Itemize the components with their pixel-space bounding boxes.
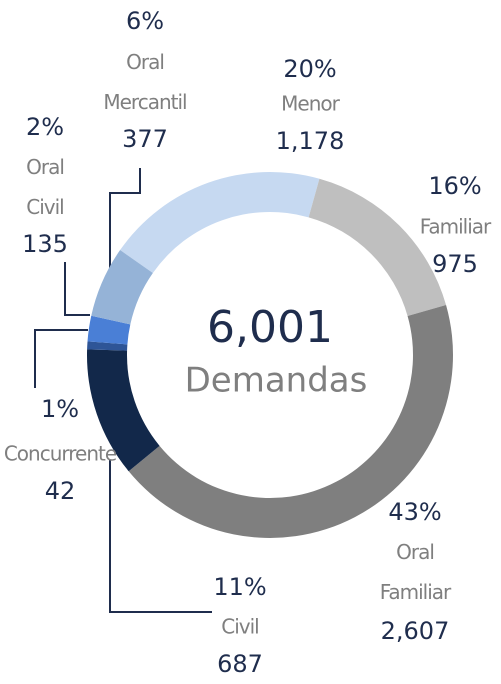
donut-segment — [120, 172, 320, 273]
leader-line — [109, 168, 141, 288]
donut-segment — [128, 305, 454, 538]
value-label: 1,178 — [276, 127, 345, 155]
value-label: 135 — [22, 230, 68, 258]
category-label: Familiar — [420, 215, 492, 239]
category-label: Concurrente — [4, 442, 117, 466]
value-label: 42 — [45, 477, 76, 505]
value-label: 377 — [122, 125, 168, 153]
donut-segment — [87, 315, 131, 345]
percent-label: 1% — [41, 395, 79, 423]
category-label: Oral Civil — [26, 155, 64, 219]
category-label: Civil — [221, 615, 258, 639]
leader-line — [64, 262, 90, 316]
center-value: 6,001 — [207, 302, 333, 353]
percent-label: 20% — [283, 55, 336, 83]
donut-segment — [87, 341, 128, 351]
leader-line — [34, 329, 88, 388]
percent-label: 16% — [428, 172, 481, 200]
percent-label: 2% — [26, 113, 64, 141]
category-label: Oral Familiar — [380, 540, 452, 604]
percent-label: 43% — [388, 498, 441, 526]
donut-segment — [87, 349, 160, 472]
leader-line — [109, 460, 212, 613]
percent-label: 11% — [213, 573, 266, 601]
category-label: Menor — [281, 92, 340, 116]
donut-segment — [91, 250, 153, 325]
percent-label: 6% — [126, 7, 164, 35]
value-label: 2,607 — [381, 617, 450, 645]
category-label: Oral Mercantil — [103, 50, 186, 114]
value-label: 687 — [217, 650, 263, 678]
center-label: Demandas — [185, 361, 368, 401]
donut-segment — [308, 178, 447, 316]
value-label: 975 — [432, 250, 478, 278]
